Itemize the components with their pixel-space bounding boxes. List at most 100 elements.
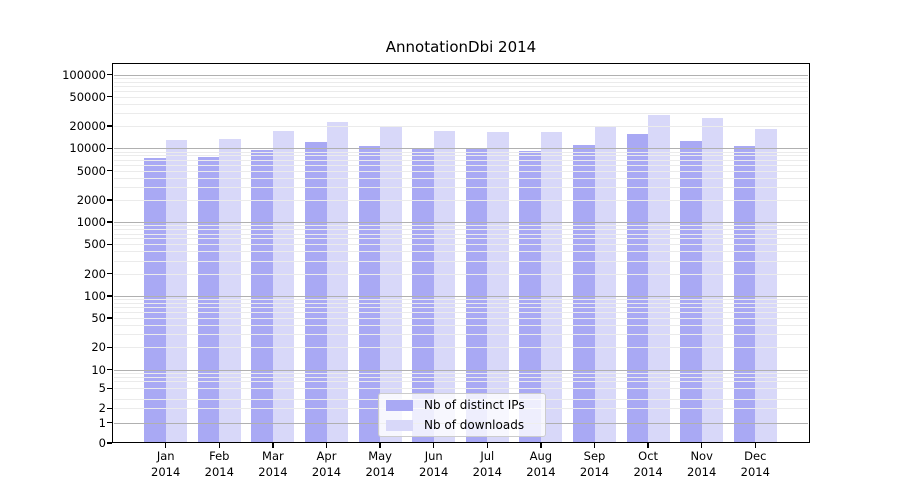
- gridline-minor: [114, 225, 808, 227]
- gridline-minor: [114, 238, 808, 240]
- y-tick-label: 5000: [76, 163, 106, 178]
- x-tick-label: Aug 2014: [526, 449, 556, 479]
- gridline-minor: [114, 260, 808, 262]
- x-tick-mark: [325, 443, 328, 448]
- bar-downloads-feb: [219, 139, 241, 443]
- y-tick-label: 10: [91, 362, 106, 377]
- bar-downloads-mar: [272, 130, 295, 443]
- gridline-minor: [114, 312, 808, 314]
- gridline-major: [114, 74, 808, 76]
- x-tick-label: Nov 2014: [687, 449, 717, 479]
- y-tick-mark: [106, 346, 112, 349]
- gridline-minor: [114, 177, 808, 179]
- bar-downloads-jan: [165, 140, 188, 443]
- y-tick-label: 200: [84, 266, 106, 281]
- x-tick-mark: [218, 443, 220, 448]
- y-tick-mark: [106, 169, 112, 172]
- gridline-major: [114, 295, 808, 297]
- chart-title: AnnotationDbi 2014: [385, 38, 537, 56]
- legend: Nb of distinct IPs Nb of downloads: [378, 393, 546, 437]
- gridline-minor: [114, 233, 808, 235]
- x-tick-mark: [701, 443, 703, 448]
- bar-ips-jun: [412, 147, 434, 443]
- y-tick-mark: [106, 442, 112, 444]
- legend-label-ips: Nb of distinct IPs: [424, 398, 525, 412]
- bar-downloads-nov: [701, 117, 724, 443]
- bar-downloads-may: [380, 125, 402, 443]
- y-tick-mark: [106, 243, 112, 245]
- gridline-minor: [114, 186, 808, 188]
- bar-ips-nov: [680, 140, 702, 443]
- y-tick-label: 50: [91, 311, 106, 326]
- gridline-minor: [114, 325, 808, 327]
- y-tick-label: 100: [84, 288, 106, 303]
- gridline-minor: [114, 155, 808, 157]
- bar-downloads-sep: [594, 126, 616, 443]
- x-tick-mark: [754, 443, 756, 448]
- x-tick-mark: [486, 443, 488, 448]
- bar-downloads-aug: [540, 131, 563, 443]
- gridline-minor: [114, 85, 808, 87]
- gridline-minor: [114, 380, 808, 382]
- legend-item-downloads: Nb of downloads: [379, 416, 545, 434]
- x-tick-mark: [272, 443, 274, 448]
- legend-swatch-ips: [386, 399, 413, 411]
- x-tick-label: Jul 2014: [472, 449, 502, 479]
- legend-label-downloads: Nb of downloads: [424, 418, 525, 432]
- x-tick-label: Sep 2014: [579, 449, 610, 479]
- gridline-minor: [114, 159, 808, 161]
- legend-item-distinct-ips: Nb of distinct IPs: [379, 396, 545, 414]
- x-tick-mark: [433, 443, 435, 448]
- x-tick-label: Oct 2014: [633, 449, 663, 479]
- x-tick-label: Jun 2014: [419, 449, 449, 479]
- gridline-minor: [114, 90, 808, 92]
- x-tick-mark: [379, 443, 381, 448]
- x-tick-label: Apr 2014: [311, 449, 342, 479]
- y-tick-label: 500: [84, 237, 106, 252]
- y-tick-mark: [106, 272, 112, 275]
- gridline-minor: [114, 303, 808, 305]
- y-tick-label: 1: [98, 415, 106, 430]
- x-tick-label: Feb 2014: [204, 449, 234, 479]
- y-tick-label: 5: [98, 381, 106, 396]
- y-tick-label: 0: [98, 436, 106, 450]
- y-tick-mark: [106, 407, 112, 410]
- y-tick-label: 2: [98, 401, 106, 416]
- gridline-minor: [114, 113, 808, 115]
- gridline-minor: [114, 376, 808, 378]
- y-tick-mark: [106, 96, 112, 98]
- gridline-minor: [114, 273, 808, 275]
- gridline-minor: [114, 170, 808, 172]
- y-tick-label: 10000: [69, 141, 106, 156]
- bar-ips-dec: [733, 145, 756, 443]
- gridline-minor: [114, 347, 808, 349]
- y-tick-mark: [106, 73, 112, 76]
- gridline-minor: [114, 372, 808, 374]
- y-tick-mark: [106, 317, 112, 319]
- bar-ips-oct: [626, 134, 649, 443]
- bar-downloads-oct: [648, 114, 670, 443]
- gridline-minor: [114, 126, 808, 128]
- bar-downloads-jul: [487, 131, 509, 443]
- bar-ips-may: [358, 145, 381, 443]
- y-tick-mark: [106, 387, 112, 389]
- bar-ips-sep: [573, 145, 595, 443]
- y-tick-mark: [106, 422, 112, 424]
- gridline-minor: [114, 299, 808, 301]
- gridline-minor: [114, 199, 808, 201]
- bar-ips-apr: [305, 142, 327, 443]
- x-tick-mark: [165, 443, 167, 448]
- gridline-minor: [114, 229, 808, 231]
- gridline-major: [114, 148, 808, 150]
- y-tick-mark: [106, 221, 112, 223]
- x-tick-label: Dec 2014: [740, 449, 770, 479]
- y-tick-label: 2000: [76, 192, 106, 207]
- y-tick-label: 20000: [69, 119, 106, 134]
- x-tick-mark: [593, 443, 596, 448]
- gridline-minor: [114, 96, 808, 98]
- y-tick-mark: [106, 369, 112, 371]
- y-tick-label: 100000: [62, 67, 106, 82]
- gridline-major: [114, 369, 808, 371]
